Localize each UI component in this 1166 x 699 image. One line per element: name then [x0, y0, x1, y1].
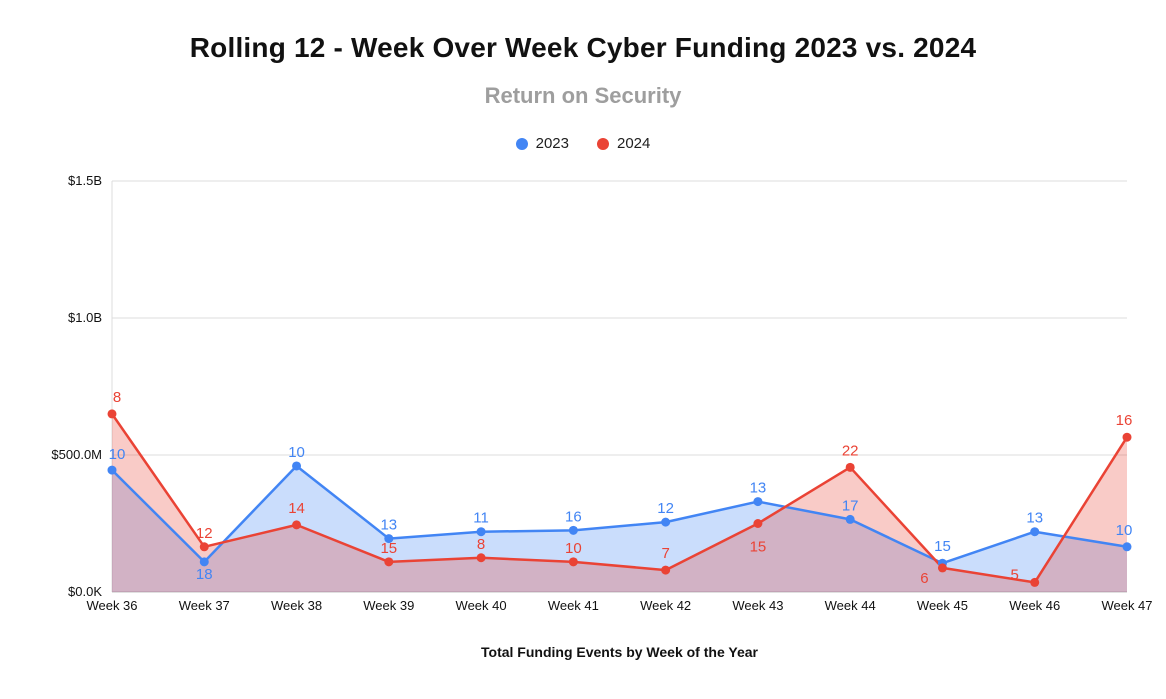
legend-dot-2023-icon	[515, 137, 528, 150]
data-point-2024-Week 41[interactable]	[568, 557, 578, 567]
point-label-2023-Week 44: 17	[842, 497, 859, 514]
point-label-2024-Week 43: 15	[750, 539, 767, 556]
point-label-2024-Week 44: 22	[842, 442, 859, 459]
series-line-2023	[111, 464, 1128, 565]
data-point-2023-Week 46[interactable]	[1030, 527, 1040, 537]
x-tick-label: Week 38	[271, 598, 322, 613]
y-tick-label: $1.5B	[68, 173, 102, 188]
x-tick-label: Week 37	[179, 598, 230, 613]
data-point-2023-Week 47[interactable]	[1122, 542, 1132, 552]
legend-label-2024: 2024	[617, 135, 651, 152]
legend-item-2023[interactable]: 2023	[515, 135, 569, 152]
data-point-2023-Week 43[interactable]	[753, 497, 763, 507]
data-point-2023-Week 37[interactable]	[199, 557, 209, 567]
legend-label-2023: 2023	[535, 135, 569, 152]
data-point-2024-Week 38[interactable]	[292, 520, 302, 530]
data-point-2024-Week 43[interactable]	[753, 519, 763, 528]
point-label-2023-Week 36: 10	[109, 446, 126, 463]
x-tick-label: Week 43	[732, 598, 783, 613]
chart-subtitle: Return on Security	[484, 83, 682, 108]
data-point-2023-Week 42[interactable]	[661, 517, 671, 527]
data-point-2023-Week 39[interactable]	[384, 534, 394, 544]
data-point-2024-Week 47[interactable]	[1122, 432, 1132, 442]
point-label-2024-Week 46: 5	[1011, 566, 1019, 583]
point-label-2023-Week 45: 15	[934, 538, 951, 555]
series-area-2023	[112, 465, 1127, 592]
point-label-2024-Week 40: 8	[477, 536, 485, 553]
x-tick-label: Week 40	[456, 598, 507, 613]
data-point-2023-Week 44[interactable]	[845, 514, 855, 524]
data-point-2023-Week 41[interactable]	[568, 525, 578, 535]
point-label-2024-Week 41: 10	[565, 540, 582, 557]
x-tick-label: Week 36	[86, 598, 137, 613]
point-label-2023-Week 43: 13	[750, 480, 767, 497]
point-label-2024-Week 39: 15	[380, 540, 397, 557]
data-point-2023-Week 38[interactable]	[292, 461, 302, 471]
legend-item-2024[interactable]: 2024	[597, 135, 650, 152]
chart-title: Rolling 12 - Week Over Week Cyber Fundin…	[189, 32, 977, 63]
data-point-2024-Week 44[interactable]	[845, 462, 855, 472]
point-label-2023-Week 39: 13	[380, 517, 397, 534]
data-point-2024-Week 46[interactable]	[1030, 577, 1040, 587]
chart-legend: 2023 2024	[0, 135, 1166, 152]
series-line-2024	[110, 413, 1129, 584]
point-label-2024-Week 47: 16	[1116, 412, 1133, 429]
data-point-2024-Week 37[interactable]	[199, 542, 209, 552]
x-tick-label: Week 44	[825, 598, 876, 613]
point-label-2024-Week 37: 12	[196, 525, 213, 542]
legend-dot-2024-icon	[597, 137, 609, 150]
x-tick-label: Week 46	[1009, 598, 1060, 613]
point-label-2024-Week 45: 6	[920, 570, 928, 587]
x-tick-label: Week 42	[640, 598, 691, 613]
y-tick-label: $1.0B	[68, 310, 102, 325]
xaxis-title: Total Funding Events by Week of the Year	[481, 644, 758, 660]
point-label-2023-Week 47: 10	[1116, 522, 1133, 539]
x-tick-label: Week 41	[548, 598, 599, 613]
point-label-2024-Week 36: 8	[113, 389, 121, 406]
data-point-2024-Week 42[interactable]	[661, 565, 671, 575]
point-label-2023-Week 38: 10	[288, 444, 305, 461]
x-tick-label: Week 39	[363, 598, 414, 613]
point-label-2024-Week 38: 14	[288, 500, 305, 517]
series-area-2024	[112, 413, 1127, 592]
data-point-2023-Week 36[interactable]	[107, 465, 117, 475]
x-tick-label: Week 47	[1101, 598, 1152, 613]
data-point-2024-Week 40[interactable]	[476, 553, 486, 563]
data-point-2024-Week 36[interactable]	[107, 409, 117, 419]
data-point-2023-Week 40[interactable]	[476, 527, 486, 537]
y-tick-label: $500.0M	[51, 447, 102, 462]
data-point-2024-Week 45[interactable]	[937, 563, 947, 573]
point-label-2023-Week 42: 12	[657, 500, 674, 517]
point-label-2023-Week 46: 13	[1026, 510, 1043, 527]
y-tick-label: $0.0K	[68, 584, 102, 599]
point-label-2024-Week 42: 7	[661, 545, 669, 562]
point-label-2023-Week 41: 16	[565, 508, 582, 525]
x-tick-label: Week 45	[917, 598, 968, 613]
data-point-2024-Week 39[interactable]	[384, 557, 394, 567]
point-label-2023-Week 40: 11	[473, 510, 489, 527]
point-label-2023-Week 37: 18	[196, 566, 213, 583]
